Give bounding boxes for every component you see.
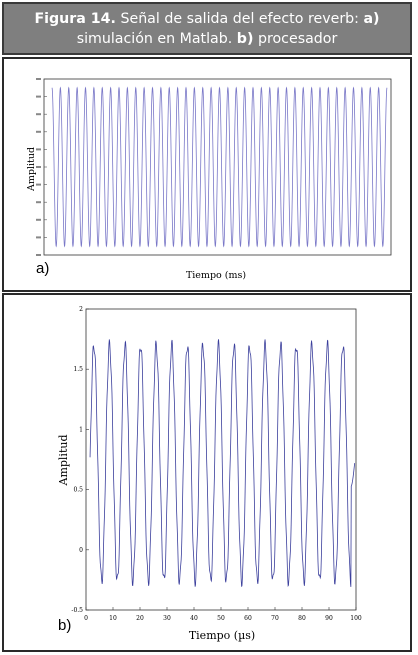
chart-a-y-tick-mark bbox=[36, 166, 41, 168]
chart-b-x-tick-label: 40 bbox=[190, 615, 198, 622]
caption-label-b: b) bbox=[236, 31, 254, 47]
chart-b-x-tick-label: 70 bbox=[271, 615, 279, 622]
chart-b-y-ticks: -0.5 0 0.5 1 1.5 2 bbox=[71, 306, 89, 614]
chart-a-y-tick-mark bbox=[36, 218, 41, 221]
chart-b-x-tick-label: 90 bbox=[325, 615, 333, 622]
chart-a: Amplitud Tiempo (ms) bbox=[26, 78, 392, 281]
chart-a-y-tick-mark bbox=[36, 130, 41, 133]
chart-a-y-tick-mark bbox=[36, 236, 41, 239]
chart-a-ylabel: Amplitud bbox=[26, 147, 37, 192]
chart-b-x-tick-label: 100 bbox=[350, 615, 362, 622]
caption-figure-number: Figura 14. bbox=[34, 11, 116, 27]
chart-a-xlabel: Tiempo (ms) bbox=[186, 270, 246, 281]
chart-a-y-tick-mark bbox=[36, 95, 41, 98]
chart-b-y-tick-label: 1 bbox=[79, 426, 83, 433]
chart-a-y-tick-mark bbox=[36, 201, 41, 204]
panel-b-label: b) bbox=[58, 617, 72, 634]
caption-line2: simulación en Matlab. bbox=[76, 31, 233, 47]
panel-a: Amplitud Tiempo (ms) a) bbox=[2, 57, 412, 292]
chart-b-x-ticks: 0 10 20 30 40 50 60 70 80 90 100 bbox=[84, 607, 362, 622]
figure-caption: Figura 14. Señal de salida del efecto re… bbox=[2, 2, 412, 55]
chart-b-series-line bbox=[89, 339, 356, 587]
panel-b: 0 10 20 30 40 50 60 70 80 90 100 -0.5 0 0.5 1 1.5 2 Amp… bbox=[2, 293, 412, 652]
chart-a-y-tick-mark bbox=[36, 183, 41, 186]
chart-a-y-ticks bbox=[36, 78, 47, 256]
chart-a-y-tick-mark bbox=[36, 148, 41, 151]
chart-b: 0 10 20 30 40 50 60 70 80 90 100 -0.500.511.52 Amp… bbox=[57, 306, 362, 642]
caption-line1: Señal de salida del efecto reverb: bbox=[120, 11, 359, 27]
chart-b-xlabel: Tiempo (µs) bbox=[189, 629, 255, 642]
chart-b-x-tick-label: 50 bbox=[217, 615, 225, 622]
chart-b-x-tick-label: 80 bbox=[298, 615, 306, 622]
chart-a-series-line bbox=[51, 86, 388, 248]
chart-a-y-tick-mark bbox=[36, 254, 41, 256]
chart-b-ylabel: Amplitud bbox=[57, 435, 70, 487]
caption-line3: procesador bbox=[257, 31, 338, 47]
chart-b-x-tick-label: 30 bbox=[163, 615, 171, 622]
chart-b-y-tick-label: 1.5 bbox=[73, 366, 83, 373]
chart-b-x-tick-label: 10 bbox=[109, 615, 117, 622]
chart-b-x-tick-label: 60 bbox=[244, 615, 252, 622]
caption-label-a: a) bbox=[363, 11, 380, 27]
chart-b-y-tick-label: 0 bbox=[79, 547, 83, 554]
chart-b-y-tick-label: 0.5 bbox=[73, 487, 83, 494]
chart-a-y-tick-mark bbox=[36, 78, 41, 80]
chart-b-y-tick-label: -0.5 bbox=[71, 607, 83, 614]
chart-b-x-tick-label: 0 bbox=[84, 615, 88, 622]
chart-a-y-tick-mark bbox=[36, 113, 41, 116]
panel-a-label: a) bbox=[36, 260, 50, 277]
chart-b-y-tick-label: 2 bbox=[79, 306, 83, 313]
chart-b-x-tick-label: 20 bbox=[136, 615, 144, 622]
